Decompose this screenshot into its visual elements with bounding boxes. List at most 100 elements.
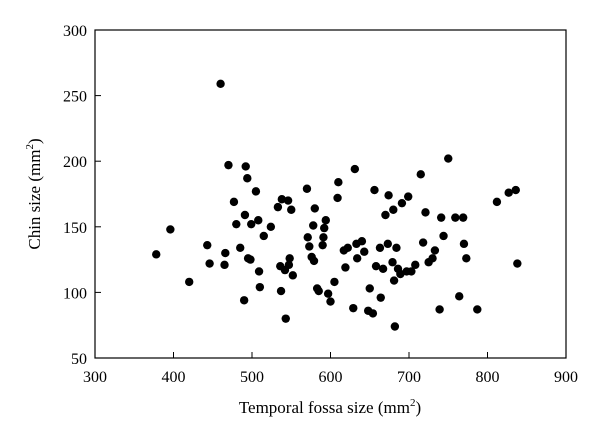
x-axis-title: Temporal fossa size (mm2) xyxy=(239,397,421,417)
data-point xyxy=(305,242,314,251)
y-tick-label: 200 xyxy=(63,154,87,171)
data-point xyxy=(302,184,312,193)
data-point xyxy=(166,225,175,234)
data-point xyxy=(239,296,249,305)
data-point xyxy=(418,238,428,247)
data-point xyxy=(389,205,398,214)
x-tick-label: 900 xyxy=(554,369,578,386)
data-point xyxy=(326,297,335,306)
data-point xyxy=(365,284,374,293)
data-point xyxy=(259,231,268,241)
data-point xyxy=(255,282,265,292)
data-point xyxy=(285,254,294,263)
data-point xyxy=(462,254,471,263)
data-point xyxy=(320,223,329,233)
data-point xyxy=(341,263,350,272)
data-point xyxy=(430,246,440,255)
data-point xyxy=(247,219,256,229)
x-tick-label: 300 xyxy=(83,369,107,386)
data-point xyxy=(439,231,448,241)
data-point xyxy=(451,213,460,222)
data-point xyxy=(381,210,390,220)
data-point xyxy=(221,248,230,258)
data-point xyxy=(421,208,430,217)
data-point xyxy=(383,239,393,249)
x-tick-label: 600 xyxy=(319,369,343,386)
y-tick-label: 50 xyxy=(71,351,87,368)
data-point xyxy=(513,259,522,268)
data-point xyxy=(310,204,319,213)
data-point xyxy=(376,293,385,302)
data-point xyxy=(321,216,330,225)
data-point xyxy=(360,247,369,256)
data-point xyxy=(220,260,229,270)
data-point xyxy=(254,267,264,276)
data-point xyxy=(333,193,342,203)
data-point xyxy=(352,254,362,263)
data-point xyxy=(309,256,319,266)
data-point xyxy=(511,185,520,195)
data-point xyxy=(504,188,513,197)
data-point xyxy=(416,170,425,179)
data-point xyxy=(411,260,420,270)
y-axis-title: Chin size (mm2) xyxy=(24,138,44,249)
data-point xyxy=(492,197,502,207)
data-point xyxy=(224,160,233,170)
y-tick-label: 300 xyxy=(63,23,87,40)
x-tick-label: 800 xyxy=(476,369,500,386)
data-point xyxy=(371,261,381,271)
data-point xyxy=(388,258,397,267)
data-point xyxy=(436,213,446,222)
data-point xyxy=(375,243,385,252)
data-point xyxy=(287,205,296,214)
data-point xyxy=(459,239,469,249)
data-point xyxy=(318,240,327,250)
data-point xyxy=(229,197,239,207)
data-point xyxy=(205,259,214,268)
data-point xyxy=(349,303,358,313)
data-point xyxy=(232,219,241,229)
x-tick-label: 700 xyxy=(397,369,421,386)
data-point xyxy=(203,240,212,250)
data-point xyxy=(309,221,318,230)
data-point xyxy=(303,233,312,242)
data-point xyxy=(281,314,290,323)
data-point xyxy=(314,286,323,296)
data-point xyxy=(319,233,328,242)
data-point xyxy=(152,250,161,259)
data-point xyxy=(444,154,453,163)
x-tick-label: 400 xyxy=(162,369,186,386)
data-point xyxy=(284,260,294,270)
data-point xyxy=(396,269,405,279)
data-point xyxy=(283,196,293,205)
data-point xyxy=(368,309,378,318)
data-point xyxy=(350,164,360,174)
data-point xyxy=(390,322,400,331)
data-point xyxy=(266,222,276,231)
data-point xyxy=(323,289,333,298)
data-point xyxy=(392,243,401,252)
data-point xyxy=(384,191,393,200)
data-points xyxy=(152,79,522,331)
y-tick-label: 150 xyxy=(63,220,87,237)
y-axis: 50 100 150 200 250 300 xyxy=(63,23,101,368)
data-point xyxy=(254,216,263,225)
data-point xyxy=(458,213,468,222)
x-tick-label: 500 xyxy=(240,369,264,386)
data-point xyxy=(343,243,352,252)
data-point xyxy=(389,276,399,285)
data-point xyxy=(473,305,482,314)
y-tick-label: 250 xyxy=(63,89,87,106)
data-point xyxy=(216,79,225,88)
data-point xyxy=(251,187,261,196)
data-point xyxy=(407,267,416,276)
data-point xyxy=(277,195,287,204)
data-point xyxy=(435,305,444,314)
data-point xyxy=(455,292,464,301)
data-point xyxy=(236,243,245,252)
data-point xyxy=(273,202,283,212)
data-point xyxy=(370,185,379,195)
data-point xyxy=(243,174,252,183)
